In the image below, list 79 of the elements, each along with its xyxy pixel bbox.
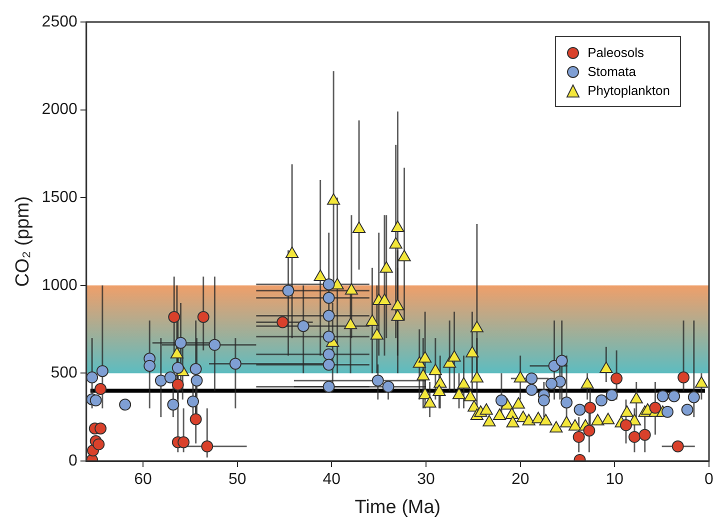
y-axis-title: CO₂ (ppm) (12, 196, 34, 287)
point (606, 389, 618, 402)
point (322, 348, 335, 360)
point (276, 316, 289, 328)
point (628, 430, 640, 443)
point (322, 380, 335, 393)
point (538, 394, 550, 406)
point (186, 395, 199, 408)
point (94, 422, 107, 435)
legend-label: Phytoplankton (588, 82, 670, 100)
point (297, 320, 310, 332)
point (681, 404, 694, 416)
point (208, 338, 221, 351)
x-tick-label: 20 (511, 471, 530, 488)
point (322, 310, 335, 322)
point (595, 394, 608, 406)
point (688, 391, 700, 404)
point (556, 354, 568, 367)
point (322, 292, 335, 304)
point (656, 390, 669, 402)
point (545, 378, 558, 390)
point (154, 374, 167, 387)
point (190, 413, 202, 426)
point (638, 428, 651, 441)
y-tick-label: 500 (50, 364, 78, 382)
point (168, 311, 180, 324)
x-tick-label: 60 (134, 471, 152, 488)
point (174, 336, 187, 349)
point (86, 371, 98, 384)
point (572, 430, 585, 443)
point (92, 438, 105, 450)
point (190, 362, 202, 375)
point (282, 284, 294, 297)
point (167, 398, 180, 411)
y-tick-label: 2500 (42, 13, 78, 30)
point (526, 384, 538, 396)
point (583, 424, 596, 437)
point (372, 374, 384, 387)
point (190, 374, 203, 387)
point (229, 358, 242, 370)
point (672, 440, 684, 452)
point (197, 311, 210, 324)
point (668, 390, 680, 402)
point (322, 358, 335, 371)
y-tick-label: 0 (68, 452, 78, 470)
x-tick-label: 50 (228, 471, 246, 488)
x-tick-label: 30 (417, 471, 435, 488)
point (90, 394, 102, 406)
point (620, 419, 632, 432)
point (322, 278, 335, 290)
point (96, 365, 108, 378)
point (495, 394, 508, 406)
legend-label: Paleosols (588, 44, 644, 62)
point (172, 362, 184, 374)
point (119, 398, 132, 411)
point (144, 360, 156, 372)
point (322, 330, 335, 343)
y-tick-label: 1500 (42, 189, 78, 206)
y-tick-label: 2000 (42, 101, 78, 118)
x-tick-label: 0 (704, 471, 714, 488)
point (649, 402, 662, 414)
point (94, 383, 107, 396)
y-tick-label: 1000 (42, 276, 78, 294)
point (164, 371, 176, 384)
point (584, 402, 596, 414)
point (526, 372, 538, 384)
point (560, 396, 573, 409)
x-tick-label: 40 (322, 471, 341, 488)
x-tick-label: 10 (606, 471, 624, 488)
point (178, 436, 190, 448)
point (382, 380, 394, 393)
point (610, 372, 623, 384)
point (661, 406, 674, 418)
point (172, 378, 184, 391)
point (678, 371, 690, 384)
x-axis-title: Time (Ma) (354, 496, 441, 518)
legend-label: Stomata (588, 63, 636, 81)
point (574, 404, 586, 416)
point (201, 440, 214, 452)
